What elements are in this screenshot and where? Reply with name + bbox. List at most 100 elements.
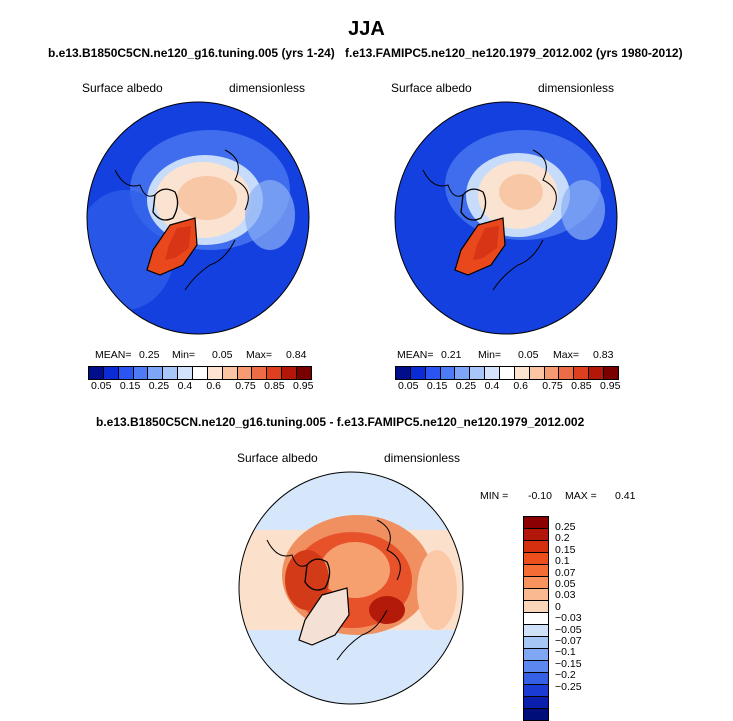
diff-max-value: 0.41 (615, 490, 636, 502)
right-colorbar-tick-label: 0.85 (571, 380, 592, 392)
diff-units-label: dimensionless (384, 451, 461, 465)
left-colorbar (88, 366, 312, 380)
diff-colorbar-tick-label: −0.15 (555, 657, 582, 670)
right-colorbar-swatch (544, 367, 560, 379)
figure-title: JJA (348, 18, 385, 40)
diff-colorbar-tick-label: 0.07 (555, 566, 576, 579)
right-colorbar-tick-label: 0.75 (542, 380, 563, 392)
left-max-label: Max= (246, 349, 272, 361)
diff-colorbar-tick-label: 0.1 (555, 555, 570, 568)
left-colorbar-swatch (222, 367, 238, 379)
right-mean-value: 0.21 (441, 349, 462, 361)
right-polar-map (394, 101, 618, 335)
right-variable-label: Surface albedo (391, 81, 472, 95)
left-polar-map (86, 101, 310, 335)
diff-colorbar-swatch (524, 625, 548, 637)
diff-colorbar-tick-label: −0.07 (555, 635, 582, 647)
left-min-value: 0.05 (212, 349, 233, 361)
diff-colorbar-tick-label: 0.2 (555, 532, 570, 545)
left-colorbar-tick-label: 0.6 (206, 380, 222, 392)
right-mean-label: MEAN= (397, 349, 434, 361)
right-colorbar-tick-label: 0.4 (484, 380, 500, 392)
right-colorbar-swatch (440, 367, 456, 379)
right-colorbar-swatch (485, 367, 501, 379)
left-colorbar-swatch (163, 367, 179, 379)
left-mean-label: MEAN= (95, 349, 132, 361)
diff-colorbar-swatch (524, 613, 548, 625)
diff-polar-map (238, 471, 464, 705)
right-colorbar-swatch (396, 367, 411, 379)
left-max-value: 0.84 (286, 349, 307, 361)
left-variable-label: Surface albedo (82, 81, 163, 95)
diff-colorbar-swatch (524, 553, 548, 565)
left-colorbar-swatch (267, 367, 283, 379)
diff-variable-label: Surface albedo (237, 451, 318, 465)
left-colorbar-swatch (133, 367, 149, 379)
right-colorbar-swatch (589, 367, 605, 379)
right-colorbar-swatch (604, 367, 618, 379)
right-colorbar (395, 366, 619, 380)
left-colorbar-tick-label: 0.05 (91, 380, 112, 392)
left-colorbar-tick-label: 0.15 (119, 380, 141, 392)
right-colorbar-swatch (574, 367, 590, 379)
left-colorbar-tick-label: 0.4 (177, 380, 193, 392)
left-colorbar-swatch (282, 367, 298, 379)
diff-colorbar (523, 516, 549, 721)
right-case-title: f.e13.FAMIPC5.ne120_ne120.1979_2012.002 … (345, 46, 683, 60)
right-colorbar-swatch (559, 367, 575, 379)
right-colorbar-tick-label: 0.05 (398, 380, 419, 392)
right-colorbar-swatch (455, 367, 471, 379)
left-colorbar-swatch (297, 367, 311, 379)
left-colorbar-swatch (89, 367, 104, 379)
diff-colorbar-tick-label: 0 (555, 600, 561, 613)
left-case-title: b.e13.B1850C5CN.ne120_g16.tuning.005 (yr… (48, 46, 335, 60)
diff-min-value: -0.10 (528, 490, 552, 502)
diff-colorbar-swatch (524, 589, 548, 601)
right-colorbar-swatch (425, 367, 441, 379)
diff-colorbar-swatch (524, 577, 548, 589)
diff-colorbar-swatch (524, 709, 548, 720)
left-colorbar-swatch (207, 367, 223, 379)
diff-colorbar-swatch (524, 637, 548, 649)
diff-colorbar-tick-label: 0.25 (555, 521, 576, 533)
left-units-label: dimensionless (229, 81, 306, 95)
left-colorbar-tick-label: 0.75 (235, 380, 256, 392)
left-colorbar-ticks: 0.05 0.15 0.25 0.4 0.6 0.75 0.85 0.95 (88, 380, 314, 394)
right-colorbar-swatch (470, 367, 486, 379)
diff-max-label: MAX = (565, 490, 597, 502)
diff-colorbar-tick-label: 0.15 (555, 543, 576, 556)
diff-colorbar-tick-label: 0.05 (555, 578, 576, 590)
diff-colorbar-swatch (524, 529, 548, 541)
left-colorbar-tick-label: 0.25 (148, 380, 170, 392)
diff-colorbar-ticks: 0.25 0.2 0.15 0.1 0.07 0.05 0.03 0 −0.03 −0.05 −0.… (555, 516, 615, 706)
diff-colorbar-swatch (524, 697, 548, 709)
right-colorbar-swatch (410, 367, 426, 379)
diff-colorbar-tick-label: −0.05 (555, 623, 582, 636)
right-units-label: dimensionless (538, 81, 615, 95)
diff-colorbar-tick-label: −0.2 (555, 669, 576, 682)
diff-colorbar-swatch (524, 517, 548, 529)
diff-colorbar-tick-label: 0.03 (555, 589, 576, 602)
right-colorbar-ticks: 0.05 0.15 0.25 0.4 0.6 0.75 0.85 0.95 (395, 380, 620, 394)
left-colorbar-swatch (252, 367, 268, 379)
right-colorbar-tick-label: 0.6 (513, 380, 529, 392)
left-mean-value: 0.25 (139, 349, 160, 361)
diff-colorbar-tick-label: −0.25 (555, 680, 582, 693)
left-colorbar-swatch (193, 367, 208, 379)
left-min-label: Min= (172, 349, 196, 361)
right-max-label: Max= (553, 349, 579, 361)
right-min-label: Min= (478, 349, 502, 361)
right-colorbar-swatch (500, 367, 515, 379)
right-colorbar-swatch (529, 367, 545, 379)
right-max-value: 0.83 (593, 349, 614, 361)
diff-colorbar-tick-label: −0.03 (555, 612, 582, 625)
diff-case-title: b.e13.B1850C5CN.ne120_g16.tuning.005 - f… (96, 415, 585, 429)
left-colorbar-swatch (103, 367, 119, 379)
right-min-value: 0.05 (518, 349, 539, 361)
diff-colorbar-swatch (524, 661, 548, 673)
diff-colorbar-tick-label: −0.1 (555, 646, 576, 659)
left-colorbar-tick-label: 0.95 (293, 380, 314, 392)
diff-colorbar-swatch (524, 565, 548, 577)
diff-colorbar-swatch (524, 601, 548, 613)
left-colorbar-swatch (237, 367, 253, 379)
